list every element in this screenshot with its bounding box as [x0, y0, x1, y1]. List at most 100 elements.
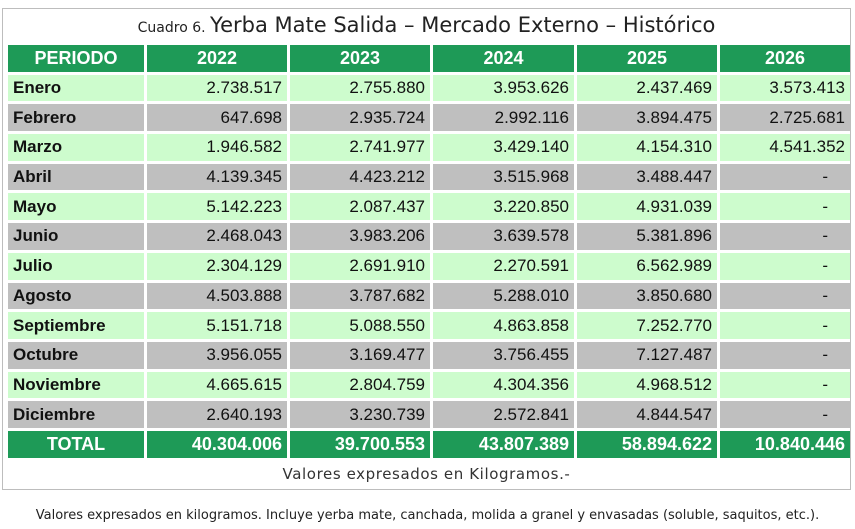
value-cell: 2.741.977 — [290, 134, 430, 161]
value-cell: 2.992.116 — [433, 104, 574, 132]
data-table: PERIODO 2022 2023 2024 2025 2026 Enero 2.… — [5, 42, 853, 461]
month-label: Septiembre — [8, 312, 144, 339]
value-cell: 3.756.455 — [433, 341, 574, 369]
month-label: Julio — [8, 252, 144, 280]
total-cell: 39.700.553 — [290, 430, 430, 458]
value-cell: 2.087.437 — [290, 193, 430, 221]
value-cell: - — [720, 252, 850, 280]
table-row: Junio 2.468.043 3.983.206 3.639.578 5.381.89… — [8, 223, 850, 250]
month-label: Marzo — [8, 134, 144, 161]
month-label: Mayo — [8, 193, 144, 221]
table-title: Cuadro 6. Yerba Mate Salida – Mercado Ex… — [3, 9, 850, 41]
value-cell: 2.572.841 — [433, 401, 574, 428]
value-cell: 5.142.223 — [147, 193, 287, 221]
header-cell: 2022 — [147, 45, 287, 72]
value-cell: 2.640.193 — [147, 401, 287, 428]
header-cell: 2026 — [720, 45, 850, 72]
table-row: Abril 4.139.345 4.423.212 3.515.968 3.488.44… — [8, 163, 850, 191]
value-cell: 4.863.858 — [433, 312, 574, 339]
value-cell: 2.738.517 — [147, 74, 287, 102]
value-cell: 6.562.989 — [577, 252, 717, 280]
value-cell: 7.127.487 — [577, 341, 717, 369]
value-cell: 4.139.345 — [147, 163, 287, 191]
value-cell: - — [720, 401, 850, 428]
value-cell: 5.151.718 — [147, 312, 287, 339]
value-cell: 3.220.850 — [433, 193, 574, 221]
value-cell: - — [720, 341, 850, 369]
value-cell: 5.381.896 — [577, 223, 717, 250]
table-row: Diciembre 2.640.193 3.230.739 2.572.841 4.84… — [8, 401, 850, 428]
value-cell: 4.665.615 — [147, 371, 287, 399]
month-label: Noviembre — [8, 371, 144, 399]
value-cell: 4.968.512 — [577, 371, 717, 399]
value-cell: 3.573.413 — [720, 74, 850, 102]
value-cell: - — [720, 163, 850, 191]
value-cell: 4.503.888 — [147, 282, 287, 310]
footnote: Valores expresados en kilogramos. Incluy… — [35, 508, 820, 523]
value-cell: 3.169.477 — [290, 341, 430, 369]
value-cell: 4.931.039 — [577, 193, 717, 221]
value-cell: - — [720, 371, 850, 399]
value-cell: 2.804.759 — [290, 371, 430, 399]
total-label: TOTAL — [8, 430, 144, 458]
units-note: Valores expresados en Kilogramos.- — [282, 465, 571, 483]
month-label: Agosto — [8, 282, 144, 310]
value-cell: 2.270.591 — [433, 252, 574, 280]
header-row: PERIODO 2022 2023 2024 2025 2026 — [8, 45, 850, 72]
value-cell: - — [720, 282, 850, 310]
value-cell: 3.850.680 — [577, 282, 717, 310]
value-cell: 2.691.910 — [290, 252, 430, 280]
value-cell: 2.304.129 — [147, 252, 287, 280]
month-label: Diciembre — [8, 401, 144, 428]
value-cell: 3.894.475 — [577, 104, 717, 132]
total-cell: 10.840.446 — [720, 430, 850, 458]
table-row: Noviembre 4.665.615 2.804.759 4.304.356 4.96… — [8, 371, 850, 399]
total-cell: 58.894.622 — [577, 430, 717, 458]
value-cell: 4.423.212 — [290, 163, 430, 191]
value-cell: 5.288.010 — [433, 282, 574, 310]
value-cell: 3.953.626 — [433, 74, 574, 102]
month-label: Octubre — [8, 341, 144, 369]
value-cell: 3.787.682 — [290, 282, 430, 310]
month-label: Febrero — [8, 104, 144, 132]
total-cell: 43.807.389 — [433, 430, 574, 458]
table-row: Septiembre 5.151.718 5.088.550 4.863.858 7.2… — [8, 312, 850, 339]
value-cell: 7.252.770 — [577, 312, 717, 339]
month-label: Enero — [8, 74, 144, 102]
value-cell: 3.429.140 — [433, 134, 574, 161]
value-cell: - — [720, 223, 850, 250]
month-label: Junio — [8, 223, 144, 250]
table-frame: Cuadro 6. Yerba Mate Salida – Mercado Ex… — [2, 8, 851, 490]
header-cell: PERIODO — [8, 45, 144, 72]
value-cell: 3.230.739 — [290, 401, 430, 428]
table-row: Febrero 647.698 2.935.724 2.992.116 3.894.47… — [8, 104, 850, 132]
value-cell: 2.725.681 — [720, 104, 850, 132]
value-cell: 4.541.352 — [720, 134, 850, 161]
title-main: Yerba Mate Salida – Mercado Externo – Hi… — [210, 13, 716, 37]
total-cell: 40.304.006 — [147, 430, 287, 458]
total-row: TOTAL 40.304.006 39.700.553 43.807.389 5… — [8, 430, 850, 458]
table-row: Enero 2.738.517 2.755.880 3.953.626 2.437.46… — [8, 74, 850, 102]
value-cell: 647.698 — [147, 104, 287, 132]
value-cell: 4.304.356 — [433, 371, 574, 399]
value-cell: 2.935.724 — [290, 104, 430, 132]
value-cell: 3.956.055 — [147, 341, 287, 369]
month-label: Abril — [8, 163, 144, 191]
value-cell: 4.844.547 — [577, 401, 717, 428]
table-row: Agosto 4.503.888 3.787.682 5.288.010 3.850.6… — [8, 282, 850, 310]
value-cell: - — [720, 312, 850, 339]
header-cell: 2024 — [433, 45, 574, 72]
value-cell: 3.983.206 — [290, 223, 430, 250]
value-cell: 1.946.582 — [147, 134, 287, 161]
value-cell: 2.468.043 — [147, 223, 287, 250]
title-prefix: Cuadro 6. — [137, 20, 206, 36]
value-cell: 2.755.880 — [290, 74, 430, 102]
value-cell: 2.437.469 — [577, 74, 717, 102]
value-cell: 3.515.968 — [433, 163, 574, 191]
table-row: Marzo 1.946.582 2.741.977 3.429.140 4.154.31… — [8, 134, 850, 161]
value-cell: 3.639.578 — [433, 223, 574, 250]
table-row: Julio 2.304.129 2.691.910 2.270.591 6.562.98… — [8, 252, 850, 280]
value-cell: 4.154.310 — [577, 134, 717, 161]
value-cell: - — [720, 193, 850, 221]
table-row: Mayo 5.142.223 2.087.437 3.220.850 4.931.039… — [8, 193, 850, 221]
